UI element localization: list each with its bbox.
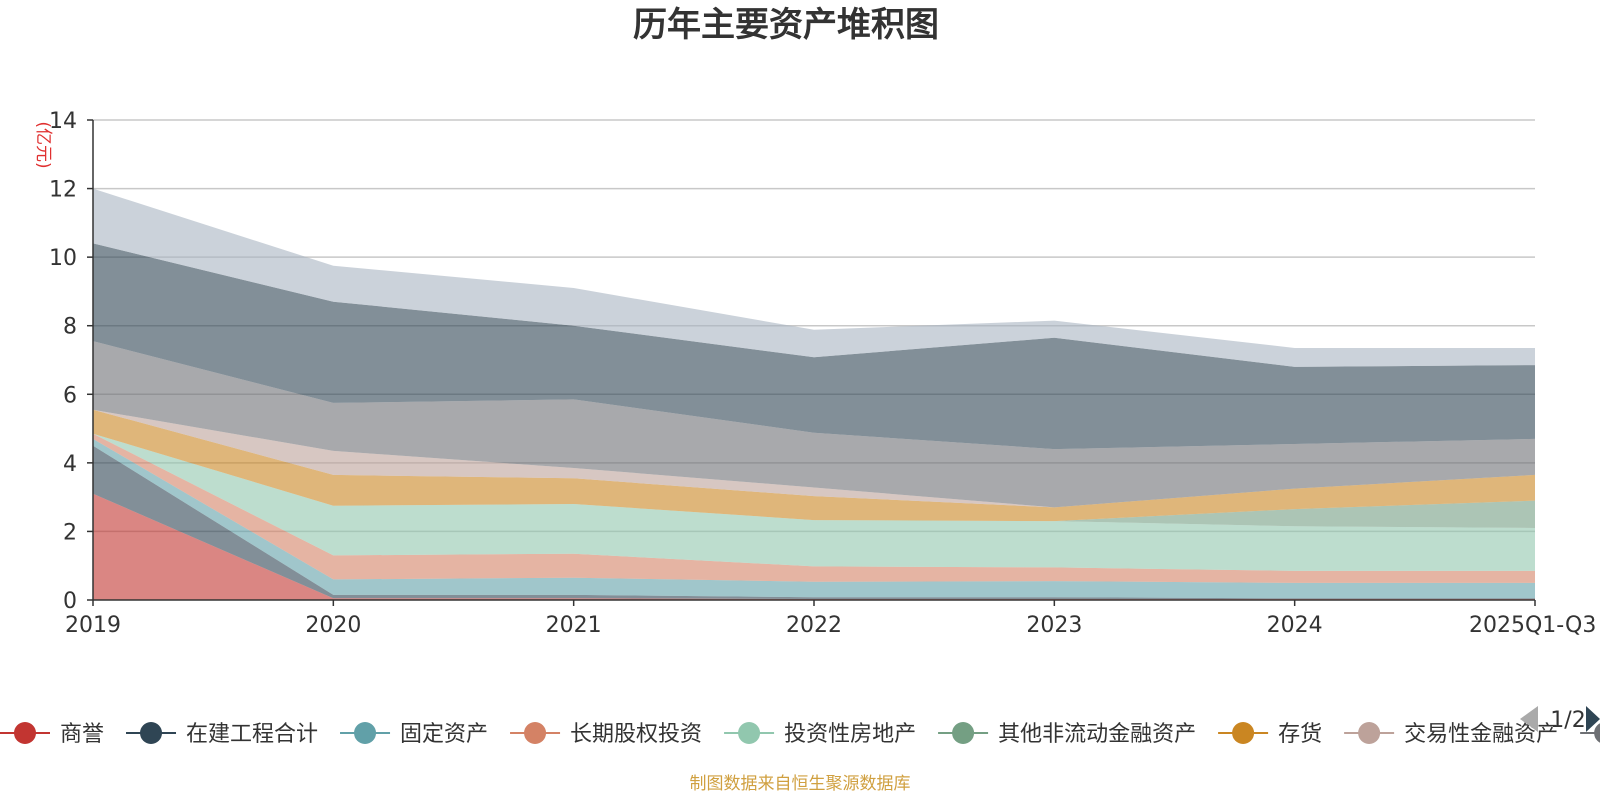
y-axis-unit: (亿元) — [33, 121, 53, 168]
legend-label: 商誉 — [60, 722, 104, 747]
chart-title: 历年主要资产堆积图 — [633, 5, 939, 45]
x-axis-ticks: 2019 2020 2021 2022 2023 2024 2025Q1-Q3 — [65, 600, 1596, 638]
y-tick-label: 4 — [63, 452, 77, 477]
legend-marker-icon — [1358, 722, 1381, 744]
legend-marker-icon — [524, 722, 547, 744]
legend-marker-icon — [1594, 723, 1600, 743]
y-tick-label: 8 — [63, 315, 77, 340]
legend-marker-icon — [1232, 722, 1255, 744]
data-source-note: 制图数据来自恒生聚源数据库 — [690, 774, 911, 794]
legend-item[interactable]: 长期股权投资 — [510, 722, 702, 747]
legend-item[interactable]: 投资性房地产 — [724, 722, 916, 747]
x-tick-label: 2021 — [546, 613, 602, 638]
area-series-9[interactable] — [93, 243, 1535, 450]
legend-marker-icon — [354, 722, 377, 744]
area-series-7[interactable] — [93, 409, 1535, 508]
legend-item[interactable]: 在建工程合计 — [126, 722, 318, 747]
legend-label: 投资性房地产 — [784, 722, 916, 747]
legend-item[interactable]: 交易性金融资产 — [1344, 722, 1558, 747]
y-tick-label: 2 — [63, 520, 77, 545]
legend-item-truncated[interactable]: 交 — [1580, 722, 1600, 747]
legend-item[interactable]: 存货 — [1218, 722, 1322, 747]
legend-item[interactable]: 商誉 — [0, 722, 104, 747]
area-series-10[interactable] — [93, 188, 1535, 367]
legend-label: 存货 — [1278, 722, 1322, 747]
area-series-5[interactable] — [93, 433, 1535, 528]
legend-item[interactable]: 固定资产 — [340, 722, 488, 747]
legend-page-indicator: 1/2 — [1550, 708, 1585, 733]
x-tick-label: 2025Q1-Q3 — [1469, 613, 1596, 638]
area-series-8[interactable] — [93, 341, 1535, 508]
legend-marker-icon — [14, 722, 36, 744]
legend-marker-icon — [952, 722, 975, 744]
legend: 商誉 在建工程合计 固定资产 长期股权投资 投资性房地产 其他非流动金融资产 存货 交易性金融… — [0, 722, 1600, 747]
legend-pager: 1/2 — [1520, 706, 1600, 733]
y-axis-ticks: 0 2 4 6 8 10 12 14 — [49, 109, 93, 614]
area-series-6[interactable] — [93, 409, 1535, 522]
legend-item[interactable]: 其他非流动金融资产 — [938, 722, 1196, 747]
x-tick-label: 2023 — [1026, 613, 1082, 638]
legend-label: 长期股权投资 — [570, 722, 702, 747]
y-tick-label: 0 — [63, 589, 77, 614]
legend-prev-page-icon[interactable] — [1520, 706, 1538, 732]
area-series-4[interactable] — [93, 433, 1535, 571]
y-tick-label: 12 — [49, 178, 77, 203]
y-tick-label: 14 — [49, 109, 77, 134]
x-tick-label: 2019 — [65, 613, 121, 638]
x-tick-label: 2024 — [1267, 613, 1323, 638]
x-tick-label: 2022 — [786, 613, 842, 638]
area-series-0[interactable] — [93, 493, 1535, 600]
legend-marker-icon — [738, 722, 761, 744]
legend-marker-icon — [140, 722, 163, 744]
legend-next-page-icon[interactable] — [1586, 706, 1600, 732]
y-tick-label: 6 — [63, 383, 77, 408]
legend-label: 在建工程合计 — [186, 722, 318, 747]
legend-label: 其他非流动金融资产 — [998, 722, 1196, 747]
x-tick-label: 2020 — [305, 613, 361, 638]
legend-label: 固定资产 — [400, 722, 488, 747]
y-tick-label: 10 — [49, 246, 77, 271]
area-series — [93, 188, 1535, 600]
